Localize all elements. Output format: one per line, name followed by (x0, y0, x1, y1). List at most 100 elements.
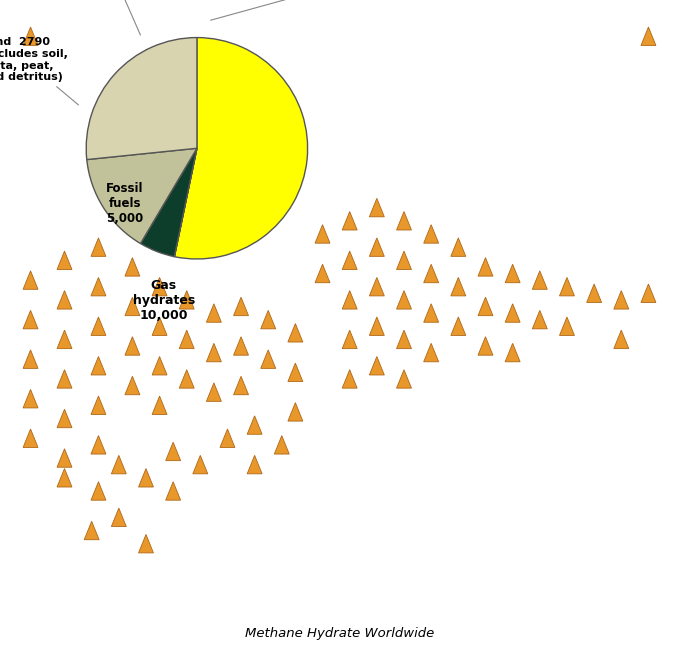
Polygon shape (397, 291, 411, 309)
Polygon shape (206, 304, 221, 322)
Polygon shape (57, 370, 72, 388)
Polygon shape (451, 277, 466, 296)
Polygon shape (342, 212, 357, 230)
Polygon shape (84, 521, 99, 540)
Polygon shape (234, 337, 249, 355)
Polygon shape (369, 357, 384, 375)
Text: Fossil
fuels
5,000: Fossil fuels 5,000 (106, 182, 144, 225)
Polygon shape (288, 403, 303, 421)
Wedge shape (86, 38, 197, 159)
Polygon shape (369, 277, 384, 296)
Polygon shape (139, 469, 153, 487)
Polygon shape (261, 350, 276, 368)
Polygon shape (288, 324, 303, 342)
Polygon shape (559, 277, 574, 296)
Polygon shape (478, 297, 493, 316)
Polygon shape (451, 238, 466, 256)
Polygon shape (179, 291, 194, 309)
Polygon shape (424, 264, 439, 283)
Polygon shape (23, 429, 38, 447)
Polygon shape (91, 436, 106, 454)
Polygon shape (397, 370, 411, 388)
Polygon shape (424, 304, 439, 322)
Polygon shape (57, 469, 72, 487)
Polygon shape (91, 357, 106, 375)
Polygon shape (587, 284, 602, 302)
Polygon shape (234, 376, 249, 395)
Text: Atmosphere  3.6: Atmosphere 3.6 (210, 0, 403, 20)
Polygon shape (111, 508, 126, 527)
Polygon shape (234, 297, 249, 316)
Polygon shape (91, 482, 106, 500)
Polygon shape (641, 284, 656, 302)
Text: Gas
hydrates
10,000: Gas hydrates 10,000 (132, 279, 195, 322)
Polygon shape (166, 482, 181, 500)
Polygon shape (478, 258, 493, 276)
Polygon shape (614, 330, 629, 349)
Polygon shape (451, 317, 466, 335)
Polygon shape (342, 330, 357, 349)
Polygon shape (315, 264, 330, 283)
Wedge shape (175, 148, 197, 256)
Polygon shape (247, 416, 262, 434)
Polygon shape (139, 534, 153, 553)
Polygon shape (369, 238, 384, 256)
Polygon shape (505, 304, 520, 322)
Polygon shape (532, 271, 547, 289)
Polygon shape (342, 251, 357, 270)
Polygon shape (57, 291, 72, 309)
Polygon shape (23, 27, 38, 45)
Polygon shape (91, 277, 106, 296)
Polygon shape (397, 251, 411, 270)
Polygon shape (206, 383, 221, 401)
Polygon shape (614, 291, 629, 309)
Wedge shape (141, 148, 197, 256)
Polygon shape (220, 429, 235, 447)
Polygon shape (57, 449, 72, 467)
Polygon shape (152, 396, 167, 415)
Polygon shape (369, 317, 384, 335)
Polygon shape (288, 363, 303, 382)
Polygon shape (125, 337, 140, 355)
Polygon shape (641, 27, 656, 45)
Polygon shape (179, 370, 194, 388)
Polygon shape (342, 370, 357, 388)
Polygon shape (206, 343, 221, 362)
Polygon shape (152, 277, 167, 296)
Polygon shape (91, 238, 106, 256)
Polygon shape (505, 264, 520, 283)
Polygon shape (424, 343, 439, 362)
Polygon shape (179, 330, 194, 349)
Polygon shape (111, 455, 126, 474)
Polygon shape (424, 225, 439, 243)
Polygon shape (23, 310, 38, 329)
Polygon shape (315, 225, 330, 243)
Polygon shape (152, 357, 167, 375)
Polygon shape (166, 442, 181, 461)
Polygon shape (505, 343, 520, 362)
Polygon shape (152, 317, 167, 335)
Polygon shape (125, 376, 140, 395)
Polygon shape (369, 198, 384, 217)
Polygon shape (57, 409, 72, 428)
Polygon shape (125, 297, 140, 316)
Polygon shape (125, 258, 140, 276)
Polygon shape (57, 330, 72, 349)
Polygon shape (261, 310, 276, 329)
Text: Methane Hydrate Worldwide: Methane Hydrate Worldwide (245, 627, 434, 641)
Polygon shape (274, 436, 289, 454)
Wedge shape (175, 38, 308, 259)
Text: Land  2790
(includes soil,
biota, peat,
and detritus): Land 2790 (includes soil, biota, peat, a… (0, 38, 79, 105)
Wedge shape (87, 148, 197, 244)
Polygon shape (57, 251, 72, 270)
Polygon shape (342, 291, 357, 309)
Polygon shape (247, 455, 262, 474)
Polygon shape (193, 455, 208, 474)
Polygon shape (91, 317, 106, 335)
Text: Ocean  983
(includes dissolved
organics, and biota): Ocean 983 (includes dissolved organics, … (45, 0, 170, 35)
Polygon shape (23, 389, 38, 408)
Polygon shape (397, 330, 411, 349)
Polygon shape (23, 271, 38, 289)
Polygon shape (91, 396, 106, 415)
Polygon shape (397, 212, 411, 230)
